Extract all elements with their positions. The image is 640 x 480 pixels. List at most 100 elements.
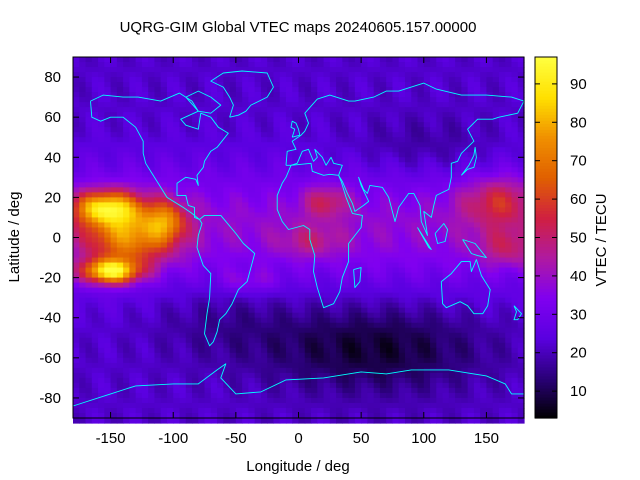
heatmap-cell xyxy=(461,287,469,294)
heatmap-cell xyxy=(442,317,450,324)
heatmap-cell xyxy=(492,152,500,158)
heatmap-cell xyxy=(311,217,318,224)
heatmap-cell xyxy=(498,67,506,73)
heatmap-cell xyxy=(298,182,306,188)
heatmap-cell xyxy=(235,372,243,379)
heatmap-cell xyxy=(311,182,318,188)
heatmap-cell xyxy=(210,257,218,264)
heatmap-cell xyxy=(248,387,256,394)
heatmap-cell xyxy=(254,367,262,374)
heatmap-cell xyxy=(436,82,444,88)
heatmap-cell xyxy=(298,332,306,339)
heatmap-cell xyxy=(229,342,237,349)
heatmap-cell xyxy=(279,327,287,334)
heatmap-cell xyxy=(436,322,444,329)
heatmap-cell xyxy=(467,392,475,399)
heatmap-cell xyxy=(179,112,187,118)
heatmap-cell xyxy=(79,297,87,304)
heatmap-cell xyxy=(298,372,306,379)
heatmap-cell xyxy=(110,82,118,88)
heatmap-cell xyxy=(260,212,268,219)
heatmap-cell xyxy=(498,187,506,193)
heatmap-cell xyxy=(417,167,425,173)
heatmap-cell xyxy=(492,157,500,163)
heatmap-cell xyxy=(311,347,318,354)
heatmap-cell xyxy=(129,72,137,78)
heatmap-cell xyxy=(511,177,519,183)
heatmap-cell xyxy=(430,127,437,133)
heatmap-cell xyxy=(486,57,494,63)
heatmap-cell xyxy=(336,72,343,78)
heatmap-cell xyxy=(217,147,224,153)
heatmap-cell xyxy=(379,387,387,394)
heatmap-cell xyxy=(498,337,506,344)
heatmap-cell xyxy=(185,377,193,384)
heatmap-cell xyxy=(229,372,237,379)
heatmap-cell xyxy=(242,362,249,369)
heatmap-cell xyxy=(179,107,187,113)
heatmap-cell xyxy=(98,287,105,294)
heatmap-cell xyxy=(379,242,387,249)
heatmap-cell xyxy=(298,132,306,138)
heatmap-cell xyxy=(373,152,381,158)
heatmap-cell xyxy=(436,177,444,183)
heatmap-cell xyxy=(304,82,312,88)
heatmap-cell xyxy=(123,177,130,183)
heatmap-cell xyxy=(154,122,162,128)
heatmap-cell xyxy=(348,277,356,284)
heatmap-cell xyxy=(298,272,306,279)
heatmap-cell xyxy=(141,277,149,284)
heatmap-cell xyxy=(354,62,362,68)
heatmap-cell xyxy=(379,62,387,68)
heatmap-cell xyxy=(242,337,249,344)
heatmap-cell xyxy=(160,232,168,239)
heatmap-cell xyxy=(192,207,199,214)
heatmap-cell xyxy=(461,272,469,279)
heatmap-cell xyxy=(166,237,174,244)
heatmap-cell xyxy=(248,392,256,399)
heatmap-cell xyxy=(511,157,519,163)
heatmap-cell xyxy=(204,247,212,254)
heatmap-cell xyxy=(323,177,331,183)
heatmap-cell xyxy=(323,162,331,168)
heatmap-cell xyxy=(379,222,387,229)
heatmap-cell xyxy=(135,147,143,153)
heatmap-cell xyxy=(160,312,168,319)
heatmap-cell xyxy=(204,372,212,379)
heatmap-cell xyxy=(417,57,425,63)
heatmap-cell xyxy=(285,127,293,133)
heatmap-cell xyxy=(129,172,137,178)
heatmap-cell xyxy=(210,177,218,183)
heatmap-cell xyxy=(166,77,174,83)
heatmap-cell xyxy=(210,292,218,299)
heatmap-cell xyxy=(148,317,156,324)
heatmap-cell xyxy=(129,217,137,224)
heatmap-cell xyxy=(217,217,224,224)
heatmap-cell xyxy=(311,392,318,399)
heatmap-cell xyxy=(98,97,105,103)
heatmap-cell xyxy=(248,97,256,103)
heatmap-cell xyxy=(179,387,187,394)
heatmap-cell xyxy=(354,157,362,163)
heatmap-cell xyxy=(98,87,105,93)
heatmap-cell xyxy=(511,287,519,294)
heatmap-cell xyxy=(461,267,469,274)
heatmap-cell xyxy=(79,217,87,224)
heatmap-cell xyxy=(173,327,181,334)
heatmap-cell xyxy=(505,57,513,63)
heatmap-cell xyxy=(517,307,525,314)
heatmap-cell xyxy=(448,202,456,209)
heatmap-cell xyxy=(373,142,381,148)
heatmap-cell xyxy=(455,72,462,78)
heatmap-cell xyxy=(116,67,124,73)
heatmap-cell xyxy=(85,242,93,249)
heatmap-cell xyxy=(166,232,174,239)
heatmap-cell xyxy=(367,312,375,319)
heatmap-cell xyxy=(116,402,124,409)
heatmap-cell xyxy=(480,212,488,219)
heatmap-cell xyxy=(285,222,293,229)
heatmap-cell xyxy=(348,312,356,319)
heatmap-cell xyxy=(235,97,243,103)
heatmap-cell xyxy=(511,72,519,78)
heatmap-cell xyxy=(192,87,199,93)
